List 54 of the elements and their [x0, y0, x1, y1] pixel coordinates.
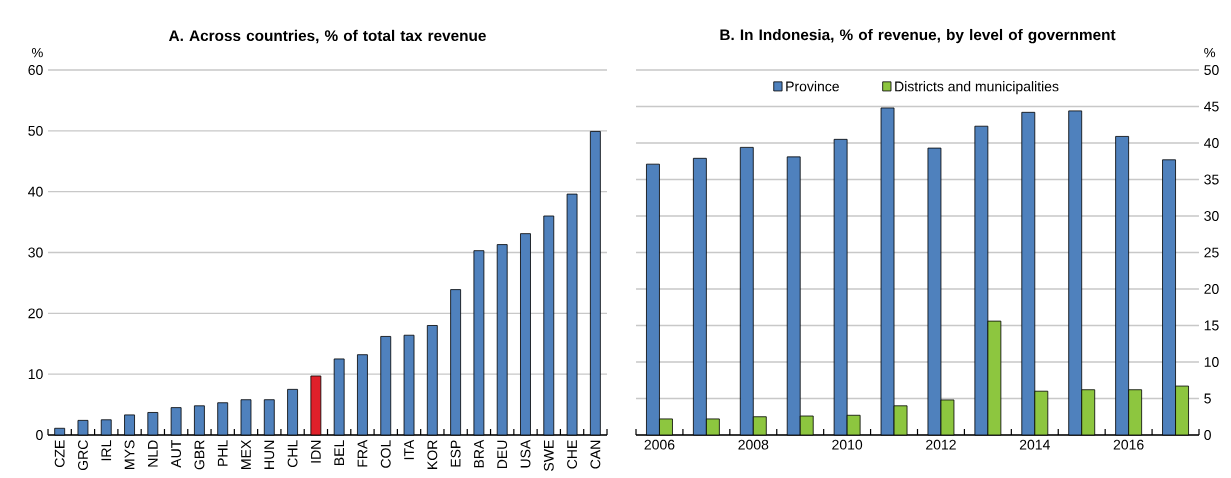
y-tick-label: 50 [28, 125, 43, 136]
y-tick-label: 0 [1204, 430, 1211, 440]
x-tick-label: CHL [287, 440, 298, 467]
y-tick-label: 25 [1204, 247, 1219, 258]
y-tick-label: 40 [28, 186, 43, 197]
y-tick-label: 30 [28, 247, 43, 258]
x-tick-label: MYS [124, 440, 135, 469]
y-tick-label: 10 [28, 369, 43, 380]
x-tick-label: AUT [171, 440, 182, 468]
x-tick-label: BRA [474, 439, 484, 468]
x-tick-label: MEX [241, 440, 251, 469]
x-tick-label: USA [520, 439, 531, 468]
x-tick-label: GRC [78, 440, 88, 471]
x-tick-label: PHL [217, 440, 228, 466]
x-tick-label: ITA [404, 439, 414, 460]
y-axis-title: % [31, 47, 43, 58]
y-tick-label: 30 [1204, 211, 1219, 221]
legend-label: Province [786, 81, 839, 92]
x-tick-label: HUN [264, 440, 275, 469]
x-tick-label: 2006 [644, 439, 675, 450]
chart-title: A. Across countries, % of total tax revenue [168, 29, 486, 44]
legend-label: Districts and municipalities [895, 81, 1059, 95]
y-tick-label: 0 [36, 430, 43, 440]
x-tick-label: IDN [311, 440, 321, 463]
x-tick-label: CZE [54, 440, 65, 467]
chart-title: B. In Indonesia, % of revenue, by level of government [720, 28, 1116, 44]
x-tick-label: 2014 [1019, 439, 1050, 450]
x-tick-label: CAN [590, 440, 601, 469]
y-tick-label: 60 [28, 65, 43, 75]
y-tick-label: 20 [28, 308, 43, 319]
x-tick-label: NLD [148, 440, 158, 467]
y-axis-title: % [1204, 47, 1216, 58]
x-tick-label: SWE [543, 440, 554, 471]
x-tick-label: GBR [194, 440, 205, 470]
x-tick-label: 2010 [832, 439, 863, 450]
x-tick-label: FRA [357, 439, 368, 467]
y-tick-label: 45 [1204, 101, 1219, 112]
x-tick-label: DEU [497, 440, 508, 469]
x-tick-label: BEL [334, 440, 344, 466]
y-tick-label: 40 [1204, 138, 1219, 148]
x-tick-label: CHE [567, 440, 578, 469]
y-tick-label: 15 [1204, 320, 1219, 331]
x-tick-label: 2008 [738, 439, 769, 450]
y-tick-label: 5 [1204, 393, 1211, 404]
x-tick-label: ESP [450, 440, 461, 467]
y-tick-label: 35 [1204, 174, 1219, 185]
y-tick-label: 50 [1204, 65, 1219, 75]
x-tick-label: KOR [427, 440, 438, 469]
y-tick-label: 10 [1204, 357, 1219, 367]
x-tick-label: 2016 [1113, 439, 1144, 450]
x-tick-label: 2012 [926, 439, 956, 450]
y-tick-label: 20 [1204, 284, 1219, 294]
x-tick-label: IRL [101, 440, 112, 461]
x-tick-label: COL [380, 440, 391, 468]
